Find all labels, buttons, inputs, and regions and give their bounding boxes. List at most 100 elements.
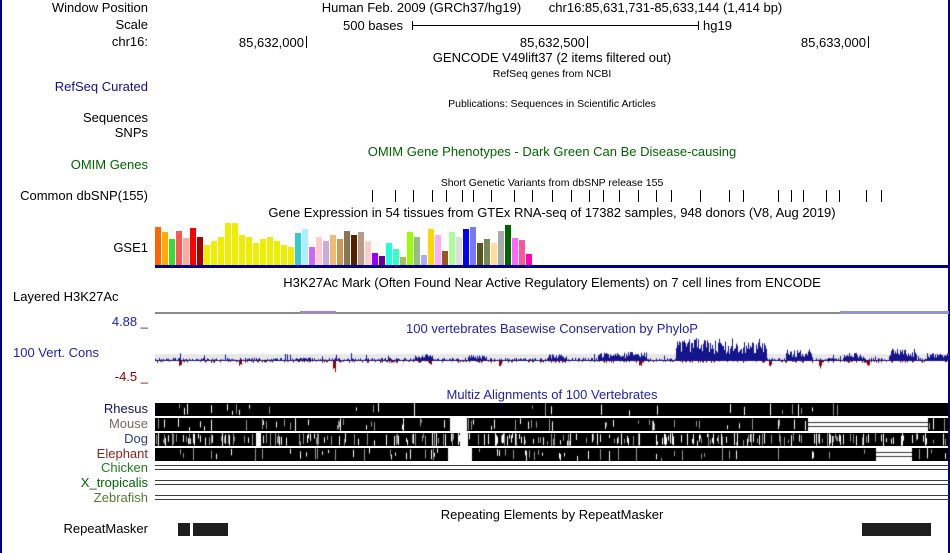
snp-tick [413,190,414,202]
gtex-bar [274,241,280,265]
gtex-bar [239,235,245,265]
snp-tick [656,190,657,202]
gtex-bar [281,245,287,265]
snp-tick [839,190,840,202]
gtex-bar [491,243,497,265]
gtex-bar [449,232,455,265]
track-label-gse1[interactable]: GSE1 [113,240,148,255]
track-title-gencode[interactable]: GENCODE V49lift37 (2 items filtered out) [432,50,672,65]
track-label-omim-genes[interactable]: OMIM Genes [70,157,148,172]
track-label-zebrafish[interactable]: Zebrafish [93,490,148,505]
gtex-bar [330,235,336,265]
track-label-rhesus[interactable]: Rhesus [103,401,148,416]
conservation-track[interactable] [155,336,949,380]
gtex-bar [225,223,231,265]
scale-bases-label: 500 bases [343,18,403,33]
gtex-bar [428,229,434,265]
track-label-elephant[interactable]: Elephant [96,446,148,461]
gtex-bar [211,241,217,265]
track-subtitle-refseq[interactable]: RefSeq genes from NCBI [492,68,612,80]
alignment-track-x_tropicalis[interactable] [155,480,949,485]
gtex-bar [162,232,168,265]
gtex-bar [470,227,476,265]
gtex-bar [204,245,210,265]
track-label-snps[interactable]: SNPs [114,125,148,140]
track-label-x_tropicalis[interactable]: X_tropicalis [80,475,148,490]
ruler-tick-label: 85,632,000 [238,35,304,50]
gtex-bar [337,239,343,265]
position-title: Human Feb. 2009 (GRCh37/hg19) chr16:85,6… [155,1,949,15]
scale-bar [412,21,699,30]
gtex-bar [393,249,399,265]
gtex-bar [232,223,238,265]
track-title-repeatmasker[interactable]: Repeating Elements by RepeatMasker [440,507,664,522]
gtex-bar [176,231,182,265]
alignment-track-elephant[interactable] [155,448,949,461]
gtex-bar [456,237,462,265]
h3k27ac-signal [840,311,949,314]
alignment-track-zebrafish[interactable] [155,495,949,500]
track-label-sequences[interactable]: Sequences [82,110,148,125]
track-title-phylop[interactable]: 100 vertebrates Basewise Conservation by… [406,321,698,336]
gtex-bar [358,232,364,265]
snp-tick [826,190,827,202]
gtex-bar [183,238,189,265]
track-label-layered-h3k27ac[interactable]: Layered H3K27Ac [13,289,119,304]
gtex-bar [498,231,504,265]
gtex-baseline [155,265,949,268]
ruler-tick-label: 85,633,000 [800,35,866,50]
track-title-omim[interactable]: OMIM Gene Phenotypes - Dark Green Can Be… [367,144,737,159]
gtex-bar [155,227,161,265]
alignment-track-rhesus[interactable] [155,403,949,416]
track-title-gtex[interactable]: Gene Expression in 54 tissues from GTEx … [268,205,836,220]
track-label-common-dbsnp[interactable]: Common dbSNP(155) [20,188,148,203]
track-title-publications[interactable]: Publications: Sequences in Scientific Ar… [448,98,656,110]
gtex-bar [260,239,266,265]
ruler-tick [868,36,869,48]
track-label-100-vert-cons[interactable]: 100 Vert. Cons [13,345,99,360]
gtex-expression-track[interactable] [155,223,949,265]
gtex-bar [372,253,378,265]
gtex-bar [253,243,259,265]
snp-tick [462,190,463,202]
gtex-bar [169,239,175,265]
gtex-bar [267,237,273,265]
gtex-bar [302,229,308,265]
snp-tick [552,190,553,202]
snp-tick [432,190,433,202]
snp-tick [638,190,639,202]
h3k27ac-signal [300,311,336,314]
track-label-refseq-curated[interactable]: RefSeq Curated [54,79,148,94]
gtex-bar [246,237,252,265]
track-label-repeatmasker[interactable]: RepeatMasker [63,521,148,536]
snp-tick [395,190,396,202]
alignment-track-chicken[interactable] [155,465,949,470]
alignment-track-dog[interactable] [155,433,949,446]
snp-tick [866,190,867,202]
gtex-bar [344,231,350,265]
track-subtitle-dbsnp[interactable]: Short Genetic Variants from dbSNP releas… [440,177,664,189]
alignment-track-mouse[interactable] [155,418,949,431]
gtex-bar [323,241,329,265]
gtex-bar [505,225,511,265]
gtex-bar [414,237,420,265]
scale-row-label: Scale [115,17,148,32]
snp-tick [514,190,515,202]
track-title-multiz[interactable]: Multiz Alignments of 100 Vertebrates [446,387,658,402]
track-label-chicken[interactable]: Chicken [101,460,148,475]
track-label-mouse[interactable]: Mouse [108,416,148,431]
ruler-tick [306,36,307,48]
snp-tick [446,190,447,202]
repeat-box [862,523,931,536]
gtex-bar [190,228,196,265]
range-title: chr16:85,631,731-85,633,144 (1,414 bp) [548,0,783,15]
track-label-dog[interactable]: Dog [124,431,148,446]
gtex-bar [386,243,392,265]
gtex-bar [407,232,413,265]
gtex-bar [484,239,490,265]
snp-tick [619,190,620,202]
left-border [0,0,2,553]
gtex-bar [477,243,483,265]
track-title-h3k27ac[interactable]: H3K27Ac Mark (Often Found Near Active Re… [283,275,821,290]
h3k27ac-track[interactable] [155,312,949,314]
